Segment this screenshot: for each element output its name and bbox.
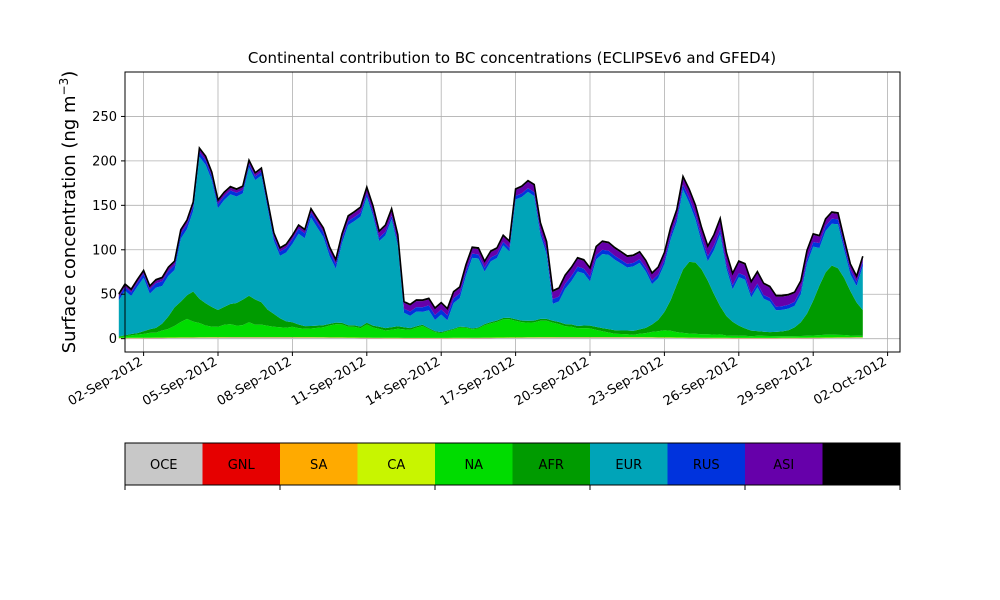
y-tick-label: 100 [92, 243, 117, 258]
legend-swatch-sa [280, 443, 358, 485]
legend-frame [124, 442, 901, 486]
legend-label-na: NA [464, 458, 483, 473]
legend-swatch-eur [590, 443, 668, 485]
area-afr [118, 261, 863, 337]
y-axis-ticks: 0 50 100 150 200 250 [92, 110, 125, 347]
legend-swatch-ca [357, 443, 435, 485]
total-line-layer [118, 146, 864, 310]
area-na [118, 318, 863, 338]
legend-label-oce: OCE [150, 458, 178, 473]
legend-swatch-aus [822, 443, 900, 485]
y-tick-label: 200 [92, 154, 117, 169]
area-oce [118, 337, 863, 339]
area-asi [118, 149, 863, 316]
legend-label-rus: RUS [693, 458, 720, 473]
chart-title: Continental contribution to BC concentra… [248, 49, 776, 67]
area-eur [118, 156, 863, 337]
legend-swatch-rus [667, 443, 745, 485]
legend-swatch-afr [512, 443, 590, 485]
area-ca [118, 337, 863, 339]
legend-swatch-gnl [202, 443, 280, 485]
y-tick-label: 50 [100, 288, 117, 303]
y-axis-label-superscript: −3 [57, 78, 71, 96]
legend-colorbar: OCE GNL SA CA NA AFR EUR RUS ASI AUS [124, 442, 901, 490]
y-tick-label: 250 [92, 110, 117, 125]
y-axis-label-close: ) [59, 71, 80, 78]
y-axis-label: Surface concentration (ng m−3) [57, 71, 80, 354]
legend-swatch-asi [745, 443, 823, 485]
y-tick-label: 0 [109, 332, 117, 347]
legend-label-gnl: GNL [228, 458, 256, 473]
legend-label-afr: AFR [539, 458, 564, 473]
legend-swatch-na [435, 443, 513, 485]
legend-label-asi: ASI [773, 458, 794, 473]
legend-label-aus: AUS [848, 458, 875, 473]
legend-swatch-oce [125, 443, 203, 485]
legend-label-ca: CA [387, 458, 405, 473]
total-concentration-line [118, 146, 864, 310]
legend-label-eur: EUR [615, 458, 642, 473]
plot-frame [124, 71, 901, 353]
y-tick-label: 150 [92, 199, 117, 214]
stacked-areas [118, 148, 863, 339]
y-axis-label-main: Surface concentration (ng m [59, 95, 80, 353]
area-sa [118, 337, 863, 339]
legend-label-sa: SA [310, 458, 327, 473]
